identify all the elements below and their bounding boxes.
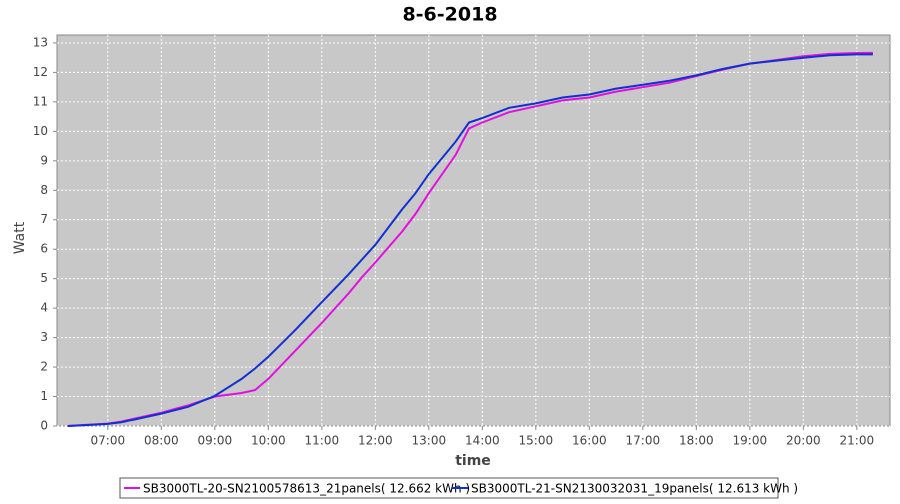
legend-label: SB3000TL-21-SN2130032031_19panels( 12.61…: [471, 482, 798, 496]
plot-area: [56, 34, 891, 427]
y-tick-label: 12: [33, 65, 48, 79]
x-tick-label: 11:00: [305, 434, 340, 448]
x-tick-label: 17:00: [626, 434, 661, 448]
x-axis-label: time: [455, 453, 491, 469]
x-tick-label: 13:00: [412, 434, 447, 448]
x-tick-label: 09:00: [198, 434, 233, 448]
x-tick-label: 21:00: [840, 434, 875, 448]
y-tick-label: 9: [40, 153, 48, 167]
y-tick-label: 1: [40, 389, 48, 403]
chart-title: 8-6-2018: [402, 4, 497, 26]
y-tick-label: 3: [40, 330, 48, 344]
x-tick-label: 10:00: [251, 434, 286, 448]
y-tick-label: 13: [33, 35, 48, 49]
x-tick-label: 14:00: [465, 434, 500, 448]
y-tick-label: 2: [40, 360, 48, 374]
x-tick-label: 12:00: [358, 434, 393, 448]
y-tick-label: 10: [33, 124, 48, 138]
x-tick-label: 15:00: [519, 434, 554, 448]
x-tick-label: 19:00: [733, 434, 768, 448]
y-tick-label: 8: [40, 183, 48, 197]
x-tick-label: 18:00: [679, 434, 714, 448]
y-tick-label: 0: [40, 419, 48, 433]
y-tick-label: 4: [40, 301, 48, 315]
y-tick-label: 7: [40, 212, 48, 226]
y-tick-label: 5: [40, 271, 48, 285]
y-tick-label: 11: [33, 94, 48, 108]
legend-label: SB3000TL-20-SN2100578613_21panels( 12.66…: [143, 482, 470, 496]
x-tick-label: 08:00: [144, 434, 179, 448]
y-axis-label: Watt: [12, 221, 28, 254]
y-tick-label: 6: [40, 242, 48, 256]
x-tick-label: 20:00: [786, 434, 821, 448]
x-tick-label: 07:00: [91, 434, 126, 448]
series-line: [67, 53, 873, 427]
legend: [119, 477, 779, 499]
x-tick-label: 16:00: [572, 434, 607, 448]
